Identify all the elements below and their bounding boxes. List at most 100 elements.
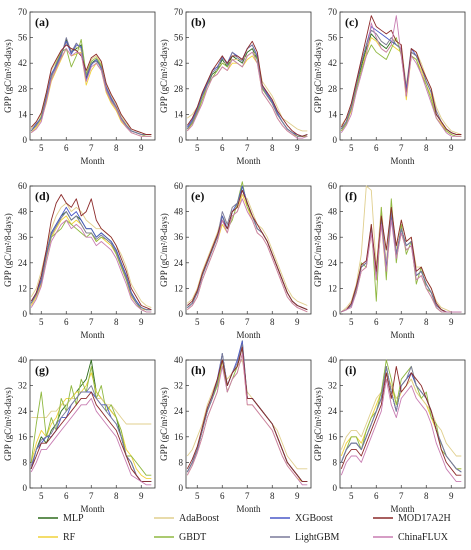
legend-label: ChinaFLUX	[398, 532, 449, 543]
y-tick-label: 56	[18, 33, 28, 43]
legend-label: GBDT	[179, 532, 206, 543]
x-tick-label: 7	[245, 317, 250, 327]
series-line-mod17a2h	[340, 15, 462, 135]
x-tick-label: 7	[245, 491, 250, 501]
plot-frame	[185, 185, 312, 315]
y-tick-label: 60	[174, 181, 184, 191]
x-axis-label: Month	[390, 330, 415, 340]
x-tick-label: 8	[114, 143, 119, 153]
y-tick-label: 0	[23, 309, 28, 319]
plot-frame	[29, 185, 156, 315]
x-tick-label: 5	[349, 317, 354, 327]
y-tick-label: 16	[174, 432, 184, 442]
x-tick-label: 9	[449, 317, 454, 327]
series-line-chinaflux	[186, 51, 308, 139]
x-tick-label: 5	[195, 317, 200, 327]
y-tick-label: 42	[174, 58, 183, 68]
x-tick-label: 7	[399, 317, 404, 327]
y-tick-label: 36	[174, 232, 184, 242]
x-tick-label: 6	[220, 491, 225, 501]
series-line-mod17a2h	[340, 365, 462, 476]
panel-i: 0 8 16 24 32 40 5 6 7 8 9 Month GPP (gC/m²/8-days) (i…	[313, 355, 466, 514]
x-tick-label: 8	[424, 143, 429, 153]
x-tick-label: 5	[195, 143, 200, 153]
plot-frame	[339, 185, 466, 315]
y-tick-label: 24	[18, 258, 28, 268]
y-tick-label: 60	[18, 181, 28, 191]
y-tick-label: 12	[328, 283, 337, 293]
legend-item-xgboost: XGBoost	[270, 513, 333, 524]
x-tick-label: 7	[89, 491, 94, 501]
panel-d: 0 12 24 36 48 60 5 6 7 8 9 Month GPP (gC/m²/8-days) (…	[3, 181, 156, 340]
legend-label: AdaBoost	[179, 513, 219, 524]
y-tick-label: 48	[18, 207, 28, 217]
x-tick-label: 9	[449, 143, 454, 153]
series-line-lightgbm	[30, 37, 152, 135]
legend-item-lightgbm: LightGBM	[270, 532, 340, 543]
panel-label: (e)	[191, 189, 204, 203]
y-axis-label: GPP (gC/m²/8-days)	[3, 213, 13, 287]
series-line-xgboost	[30, 206, 152, 311]
y-tick-label: 12	[174, 283, 183, 293]
y-tick-label: 0	[179, 135, 184, 145]
x-tick-label: 8	[424, 317, 429, 327]
series-line-chinaflux	[30, 48, 152, 137]
series-line-mlp	[30, 359, 152, 483]
x-tick-label: 8	[270, 317, 275, 327]
legend-label: LightGBM	[295, 532, 340, 543]
plot-frame	[339, 359, 466, 489]
x-tick-label: 6	[64, 317, 69, 327]
series-line-chinaflux	[187, 198, 308, 313]
legend-label: MOD17A2H	[398, 513, 451, 524]
series-line-lightgbm	[340, 365, 462, 473]
y-tick-label: 36	[18, 232, 28, 242]
x-tick-label: 7	[399, 491, 404, 501]
x-tick-label: 5	[39, 491, 44, 501]
x-tick-label: 8	[424, 491, 429, 501]
x-tick-label: 8	[114, 317, 119, 327]
x-tick-label: 6	[64, 143, 69, 153]
panel-label: (f)	[345, 189, 357, 203]
y-tick-label: 0	[179, 483, 184, 493]
x-axis-label: Month	[236, 330, 261, 340]
x-axis-label: Month	[236, 156, 261, 166]
y-tick-label: 0	[23, 483, 28, 493]
y-tick-label: 16	[328, 432, 338, 442]
series-line-mod17a2h	[341, 206, 462, 313]
y-tick-label: 0	[333, 135, 338, 145]
series-line-mod17a2h	[30, 44, 152, 135]
y-tick-label: 8	[179, 457, 184, 467]
legend-item-mlp: MLP	[38, 513, 84, 524]
y-tick-label: 70	[18, 7, 28, 17]
y-tick-label: 24	[18, 406, 28, 416]
y-tick-label: 56	[328, 33, 338, 43]
y-axis-label: GPP (gC/m²/8-days)	[159, 39, 169, 113]
series-line-lightgbm	[30, 385, 152, 483]
y-tick-label: 70	[174, 7, 184, 17]
y-tick-label: 42	[328, 58, 337, 68]
y-tick-label: 14	[174, 109, 184, 119]
y-axis-label: GPP (gC/m²/8-days)	[159, 213, 169, 287]
x-tick-label: 9	[295, 143, 300, 153]
series-line-gbdt	[340, 359, 462, 470]
plot-frame	[185, 11, 312, 141]
panel-label: (h)	[191, 363, 206, 377]
x-tick-label: 6	[374, 317, 379, 327]
y-tick-label: 28	[18, 84, 28, 94]
panel-label: (g)	[35, 363, 49, 377]
y-tick-label: 40	[174, 355, 184, 365]
x-tick-label: 5	[39, 143, 44, 153]
x-axis-label: Month	[80, 504, 105, 514]
series-line-chinaflux	[186, 353, 308, 486]
series-line-mod17a2h	[186, 346, 308, 483]
plot-frame	[29, 11, 156, 141]
x-axis-label: Month	[80, 156, 105, 166]
x-tick-label: 9	[139, 143, 144, 153]
y-axis-label: GPP (gC/m²/8-days)	[159, 387, 169, 461]
series-line-chinaflux	[340, 378, 462, 483]
x-tick-label: 6	[374, 143, 379, 153]
series-line-xgboost	[340, 365, 462, 473]
y-tick-label: 32	[174, 381, 183, 391]
